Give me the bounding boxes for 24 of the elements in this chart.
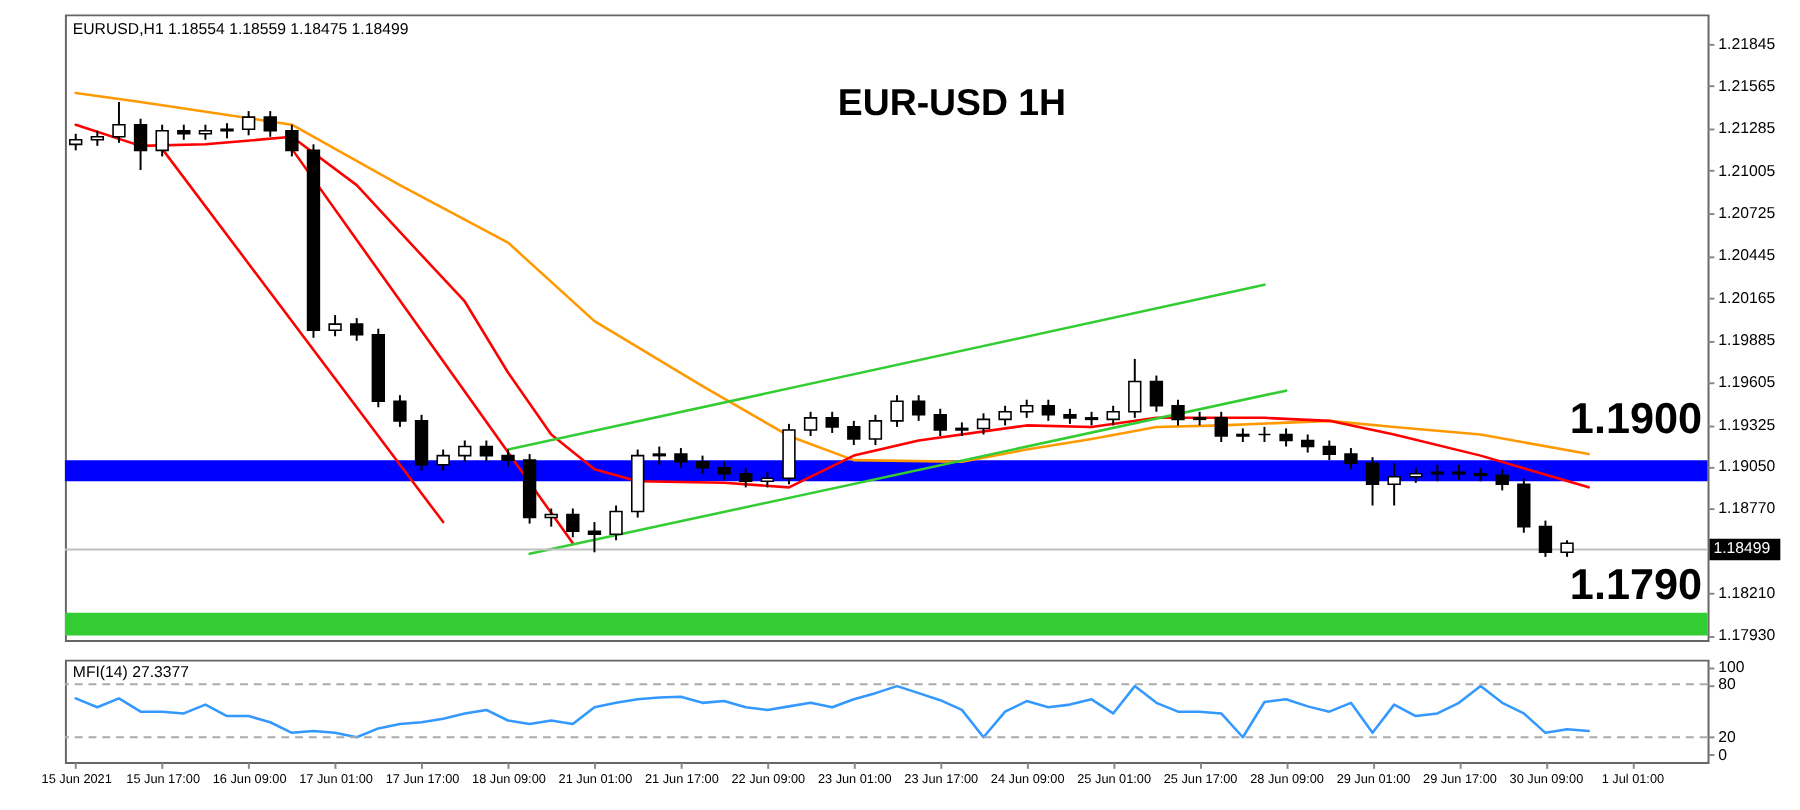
y-tick-label: 1.21845 (1718, 34, 1777, 53)
y-tick-label: 0 (1718, 745, 1729, 764)
y-tick-label: 1.18210 (1718, 584, 1777, 603)
y-tick-label: 80 (1718, 675, 1738, 694)
y-tick-label: 1.17930 (1718, 626, 1777, 645)
y-tick-label: 1.20165 (1718, 288, 1777, 307)
y-tick-label: 1.19885 (1718, 330, 1777, 349)
annotation: EURUSD,H1 1.18554 1.18559 1.18475 1.18499 (72, 20, 409, 39)
y-tick-label: 1.19605 (1718, 373, 1777, 392)
y-tick-label: 1.20725 (1718, 204, 1777, 223)
y-tick-label: 1.19050 (1718, 457, 1777, 476)
y-tick-label: 1.21285 (1718, 119, 1777, 138)
y-tick-label: 1.21565 (1718, 77, 1777, 96)
y-tick-label: 1.21005 (1718, 161, 1777, 180)
ref-line-label: 1.18499 (1713, 539, 1771, 558)
annotation: 1.1790 (1569, 558, 1703, 609)
y-tick-label: 1.19325 (1718, 415, 1777, 434)
y-tick-label: 100 (1718, 657, 1746, 676)
y-tick-label: 20 (1718, 728, 1738, 747)
annotation: 1.1900 (1569, 393, 1703, 444)
y-tick-label: 1.20445 (1718, 246, 1777, 265)
chart-title: MFI(14) 27.3377 (72, 663, 190, 682)
text: EUR-USD 1H (837, 80, 1067, 123)
y-tick-label: 1.18770 (1718, 499, 1777, 518)
